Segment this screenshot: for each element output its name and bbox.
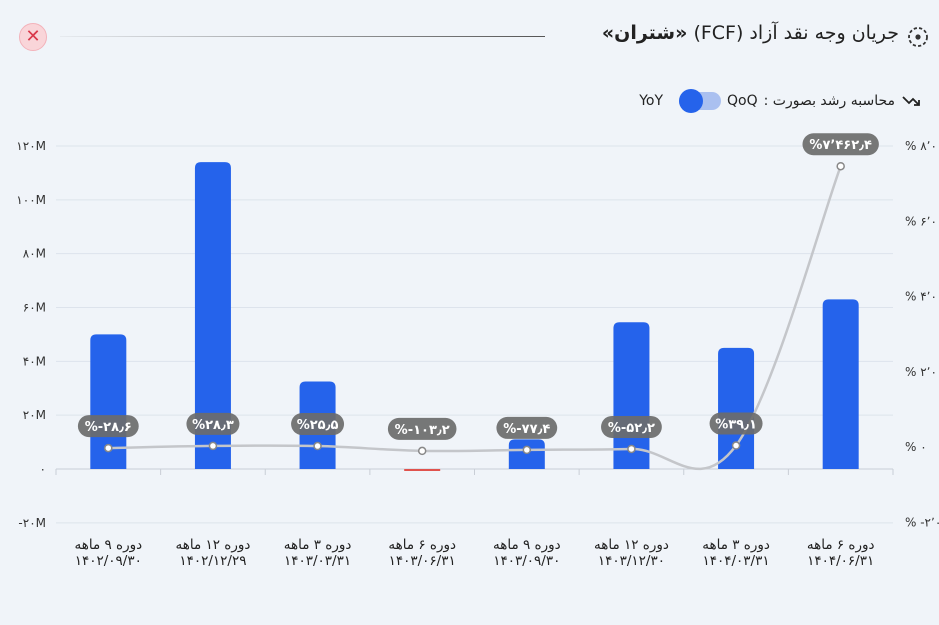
growth-label: %۲۵٫۵: [297, 418, 339, 433]
y-tick-label: ۴۰M: [23, 354, 46, 368]
y2-tick-label: % ۲٬۰۰۰: [905, 365, 939, 379]
growth-label: %-۷۷٫۴: [503, 422, 550, 437]
y2-tick-label: % ۴٬۰۰۰: [905, 290, 939, 304]
x-tick-label: دوره ۹ ماهه: [493, 537, 561, 553]
x-tick-date: ۱۴۰۴/۰۶/۳۱: [807, 553, 874, 569]
y2-tick-label: % ۸٬۰۰۰: [905, 139, 939, 153]
y2-tick-label: % -۲٬۰۰۰: [905, 515, 939, 529]
toggle-knob[interactable]: [679, 89, 703, 113]
growth-mode-control: محاسبه رشد بصورت : QoQ YoY: [639, 89, 921, 113]
growth-label-bg: [77, 415, 139, 438]
x-tick-date: ۱۴۰۴/۰۳/۳۱: [703, 553, 770, 569]
x-tick-label: دوره ۳ ماهه: [284, 537, 352, 553]
growth-label-bg: [387, 417, 457, 440]
x-tick-date: ۱۴۰۳/۰۶/۳۱: [389, 553, 456, 569]
growth-point: [208, 441, 218, 451]
y-tick-label: ۲۰M: [23, 408, 46, 422]
growth-point: [417, 446, 427, 456]
x-tick-label: دوره ۶ ماهه: [388, 537, 456, 553]
growth-label: %-۲۸٫۶: [85, 420, 132, 435]
growth-label-bg: [709, 412, 763, 435]
x-tick-date: ۱۴۰۳/۰۳/۳۱: [284, 553, 351, 569]
x-tick-date: ۱۴۰۳/۰۹/۳۰: [493, 553, 560, 569]
growth-mode-label: محاسبه رشد بصورت :: [763, 93, 895, 109]
growth-label: %-۱۰۳٫۲: [395, 423, 450, 438]
y-tick-label: ۸۰M: [23, 247, 46, 261]
y2-tick-label: % ۶٬۰۰۰: [905, 214, 939, 228]
growth-point: [522, 445, 532, 455]
growth-label: %-۵۲٫۲: [608, 421, 655, 436]
trend-icon: [902, 96, 920, 106]
bar: [194, 162, 231, 469]
close-button[interactable]: ✕: [19, 23, 47, 51]
x-tick-date: ۱۴۰۲/۰۹/۳۰: [75, 553, 142, 569]
title-divider: [60, 36, 545, 37]
growth-label-bg: [186, 412, 240, 435]
x-tick-label: دوره ۱۲ ماهه: [175, 537, 250, 553]
growth-point: [836, 161, 845, 171]
x-tick-label: دوره ۳ ماهه: [702, 537, 770, 553]
y-tick-label: ۱۰۰M: [16, 193, 46, 207]
growth-mode-toggle[interactable]: [679, 89, 721, 113]
bar: [718, 347, 755, 469]
option-qoq[interactable]: QoQ: [727, 93, 758, 109]
growth-label-bg: [802, 133, 879, 156]
growth-label: %۷٬۴۶۲٫۴: [809, 138, 872, 153]
y-tick-label: ۱۲۰M: [16, 139, 46, 153]
title-prefix: جریان وجه نقد آزاد (FCF): [693, 22, 899, 44]
growth-point: [313, 441, 322, 451]
x-tick-label: دوره ۹ ماهه: [74, 537, 142, 553]
growth-label: %۳۹٫۱: [715, 418, 757, 433]
x-tick-date: ۱۴۰۲/۱۲/۲۹: [179, 553, 246, 569]
x-tick-label: دوره ۱۲ ماهه: [594, 537, 669, 553]
y-tick-label: ۶۰M: [23, 301, 46, 315]
y-tick-label: ۰: [40, 462, 46, 476]
x-tick-date: ۱۴۰۳/۱۲/۳۰: [598, 553, 665, 569]
y-tick-label: -۲۰M: [18, 516, 46, 530]
growth-point: [731, 441, 741, 450]
page-title: جریان وجه نقد آزاد (FCF) «شتران»: [602, 22, 899, 44]
target-icon: [908, 27, 928, 47]
x-tick-label: دوره ۶ ماهه: [807, 537, 875, 553]
growth-point: [627, 444, 636, 454]
growth-label-bg: [496, 416, 558, 439]
growth-label-bg: [291, 413, 345, 436]
growth-label: %۲۸٫۳: [192, 418, 234, 433]
bar-negative: [404, 469, 441, 471]
y2-tick-label: % ۰: [905, 440, 927, 454]
bar: [508, 439, 545, 469]
growth-point: [104, 443, 113, 453]
bar: [822, 299, 859, 469]
growth-label-bg: [601, 415, 662, 438]
close-icon: ✕: [25, 26, 41, 47]
title-ticker: «شتران»: [601, 22, 688, 44]
option-yoy[interactable]: YoY: [639, 93, 663, 109]
